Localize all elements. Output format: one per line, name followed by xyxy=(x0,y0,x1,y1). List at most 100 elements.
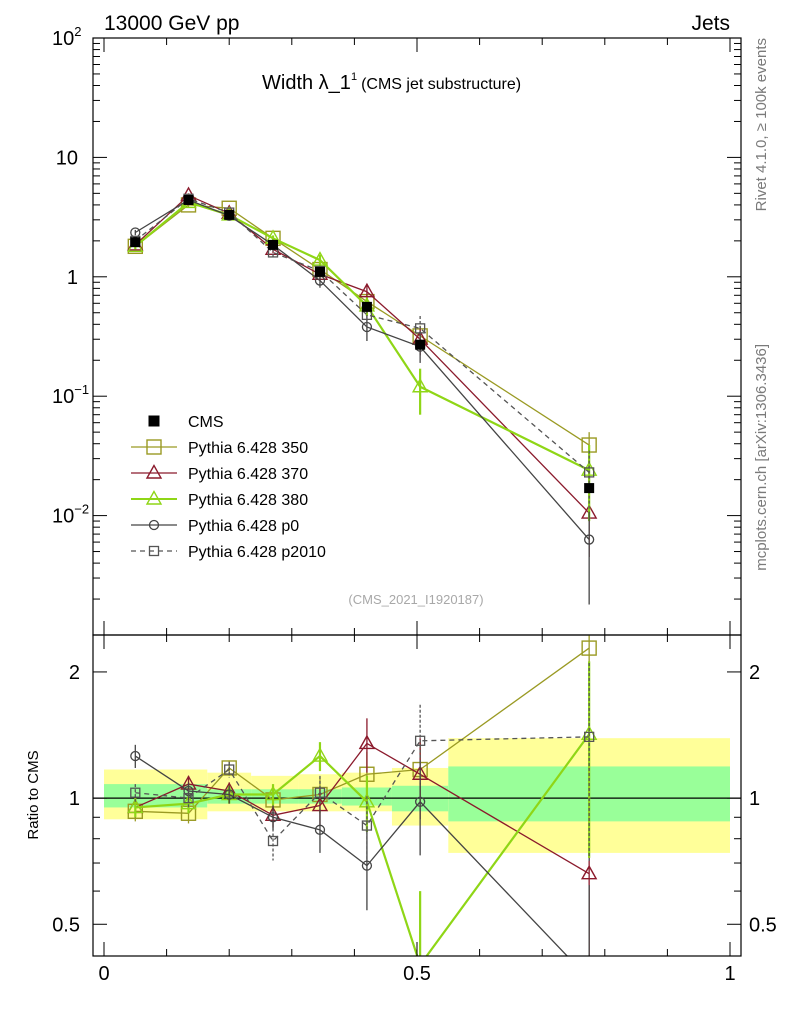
marker-square xyxy=(581,640,597,656)
legend-label: Pythia 6.428 p0 xyxy=(188,518,299,535)
main-y-tick-label: 10 xyxy=(56,147,78,169)
marker-circle xyxy=(130,750,141,762)
rivet-version-label: Rivet 4.1.0, ≥ 100k events xyxy=(753,38,770,211)
main-panel: 102 10 1 10−1 10−2 Width λ_11 (CMS jet substr… xyxy=(52,24,742,636)
marker-square xyxy=(267,835,279,847)
marker-square xyxy=(584,731,595,743)
marker-circle xyxy=(314,824,326,835)
legend-item: Pythia 6.428 p2010 xyxy=(131,544,326,561)
marker-filled-square xyxy=(268,239,279,250)
legend-item: Pythia 6.428 380 xyxy=(131,490,308,509)
marker-triangle xyxy=(311,251,329,266)
marker-circle xyxy=(267,812,279,823)
ratio-series-pythia-6-428-p0 xyxy=(130,744,594,984)
ratio-y-tick-label: 0.5 xyxy=(52,914,80,936)
marker-square xyxy=(183,792,194,804)
x-tick-label: 0.5 xyxy=(403,963,431,985)
ratio-axis-ticks xyxy=(93,635,741,956)
marker-square xyxy=(221,760,237,776)
ratio-series-line xyxy=(134,755,569,956)
ratio-y-tick-labels: 2 2 1 1 0.5 0.5 xyxy=(52,662,777,936)
series-line xyxy=(134,198,590,473)
ratio-y-tick-label-right: 1 xyxy=(749,788,760,810)
x-tick-label: 0 xyxy=(98,963,109,985)
header-energy-label: 13000 GeV pp xyxy=(104,12,239,35)
marker-filled-square xyxy=(224,209,235,220)
marker-circle xyxy=(148,519,160,531)
marker-square xyxy=(148,545,160,557)
analysis-id-label: (CMS_2021_I1920187) xyxy=(348,592,483,607)
legend-label: Pythia 6.428 380 xyxy=(188,492,308,509)
ratio-panel: 2 21 10.5 0.5 0 0.5 1 Ratio to CMS xyxy=(25,634,777,985)
main-y-tick-label: 10−1 xyxy=(52,382,89,408)
series-line xyxy=(134,201,590,472)
marker-filled-square xyxy=(584,483,595,494)
legend-label: Pythia 6.428 370 xyxy=(188,466,308,483)
marker-triangle xyxy=(580,864,598,880)
series-pythia-6-428-p2010 xyxy=(130,193,595,511)
main-series-group xyxy=(127,186,598,605)
marker-square xyxy=(146,439,162,455)
marker-square xyxy=(361,820,373,831)
marker-triangle xyxy=(145,464,163,479)
series-line xyxy=(134,199,590,540)
mcplots-label: mcplots.cern.ch [arXiv:1306.3436] xyxy=(753,344,770,571)
marker-circle xyxy=(361,860,373,871)
legend-item-cms: CMS xyxy=(148,414,224,431)
main-axis-ticks xyxy=(93,37,741,636)
marker-filled-square xyxy=(361,301,372,312)
legend: CMS Pythia 6.428 350 Pythia 6.428 370 Pythi… xyxy=(131,414,326,561)
ratio-band-green xyxy=(251,789,299,804)
series-line xyxy=(134,194,590,514)
marker-square xyxy=(584,467,595,478)
marker-square xyxy=(414,735,426,746)
ratio-y-axis-label: Ratio to CMS xyxy=(25,750,42,839)
ratio-series-line xyxy=(135,736,590,843)
ratio-series-group xyxy=(127,635,598,984)
marker-filled-square xyxy=(130,237,141,248)
main-chart-title: Width λ_11 (CMS jet substructure) xyxy=(262,71,521,94)
marker-triangle xyxy=(127,798,144,814)
legend-label: CMS xyxy=(188,414,224,431)
header-jets-label: Jets xyxy=(691,12,730,35)
legend-item: Pythia 6.428 370 xyxy=(131,464,308,483)
ratio-series-line xyxy=(135,742,590,875)
ratio-y-tick-label-right: 2 xyxy=(749,662,760,684)
main-y-tick-label: 10−2 xyxy=(52,502,89,528)
marker-triangle xyxy=(145,490,163,505)
marker-triangle xyxy=(264,785,282,801)
main-y-tick-labels: 102 10 1 10−1 10−2 xyxy=(52,24,89,528)
ratio-series-line xyxy=(135,733,591,956)
marker-filled-square xyxy=(314,266,325,277)
legend-label: Pythia 6.428 p2010 xyxy=(188,544,326,561)
marker-filled-square xyxy=(415,339,426,350)
marker-circle xyxy=(414,796,426,807)
marker-square xyxy=(130,787,141,798)
x-tick-label: 1 xyxy=(724,963,735,985)
main-y-tick-label: 1 xyxy=(67,267,78,289)
main-y-tick-label: 102 xyxy=(52,24,81,50)
marker-circle xyxy=(224,789,235,800)
marker-filled-square xyxy=(183,194,194,205)
marker-circle xyxy=(584,534,595,545)
marker-square xyxy=(224,764,235,775)
ratio-band-green xyxy=(104,784,208,808)
marker-triangle xyxy=(311,747,329,762)
ratio-y-tick-label: 1 xyxy=(69,788,80,810)
legend-item: Pythia 6.428 p0 xyxy=(131,518,299,535)
legend-item: Pythia 6.428 350 xyxy=(131,439,308,457)
marker-circle xyxy=(585,975,594,984)
x-tick-labels: 0 0.5 1 xyxy=(98,963,735,985)
marker-filled-square xyxy=(148,415,160,427)
marker-square xyxy=(314,787,326,798)
marker-triangle xyxy=(358,734,376,750)
marker-triangle xyxy=(411,377,429,393)
marker-triangle xyxy=(580,461,598,476)
ratio-series-pythia-6-428-p2010 xyxy=(130,663,595,864)
ratio-y-tick-label: 2 xyxy=(69,662,80,684)
marker-triangle xyxy=(358,282,376,298)
legend-label: Pythia 6.428 350 xyxy=(188,440,308,457)
ratio-y-tick-label-right: 0.5 xyxy=(749,914,777,936)
ratio-uncertainty-bands xyxy=(104,738,730,853)
